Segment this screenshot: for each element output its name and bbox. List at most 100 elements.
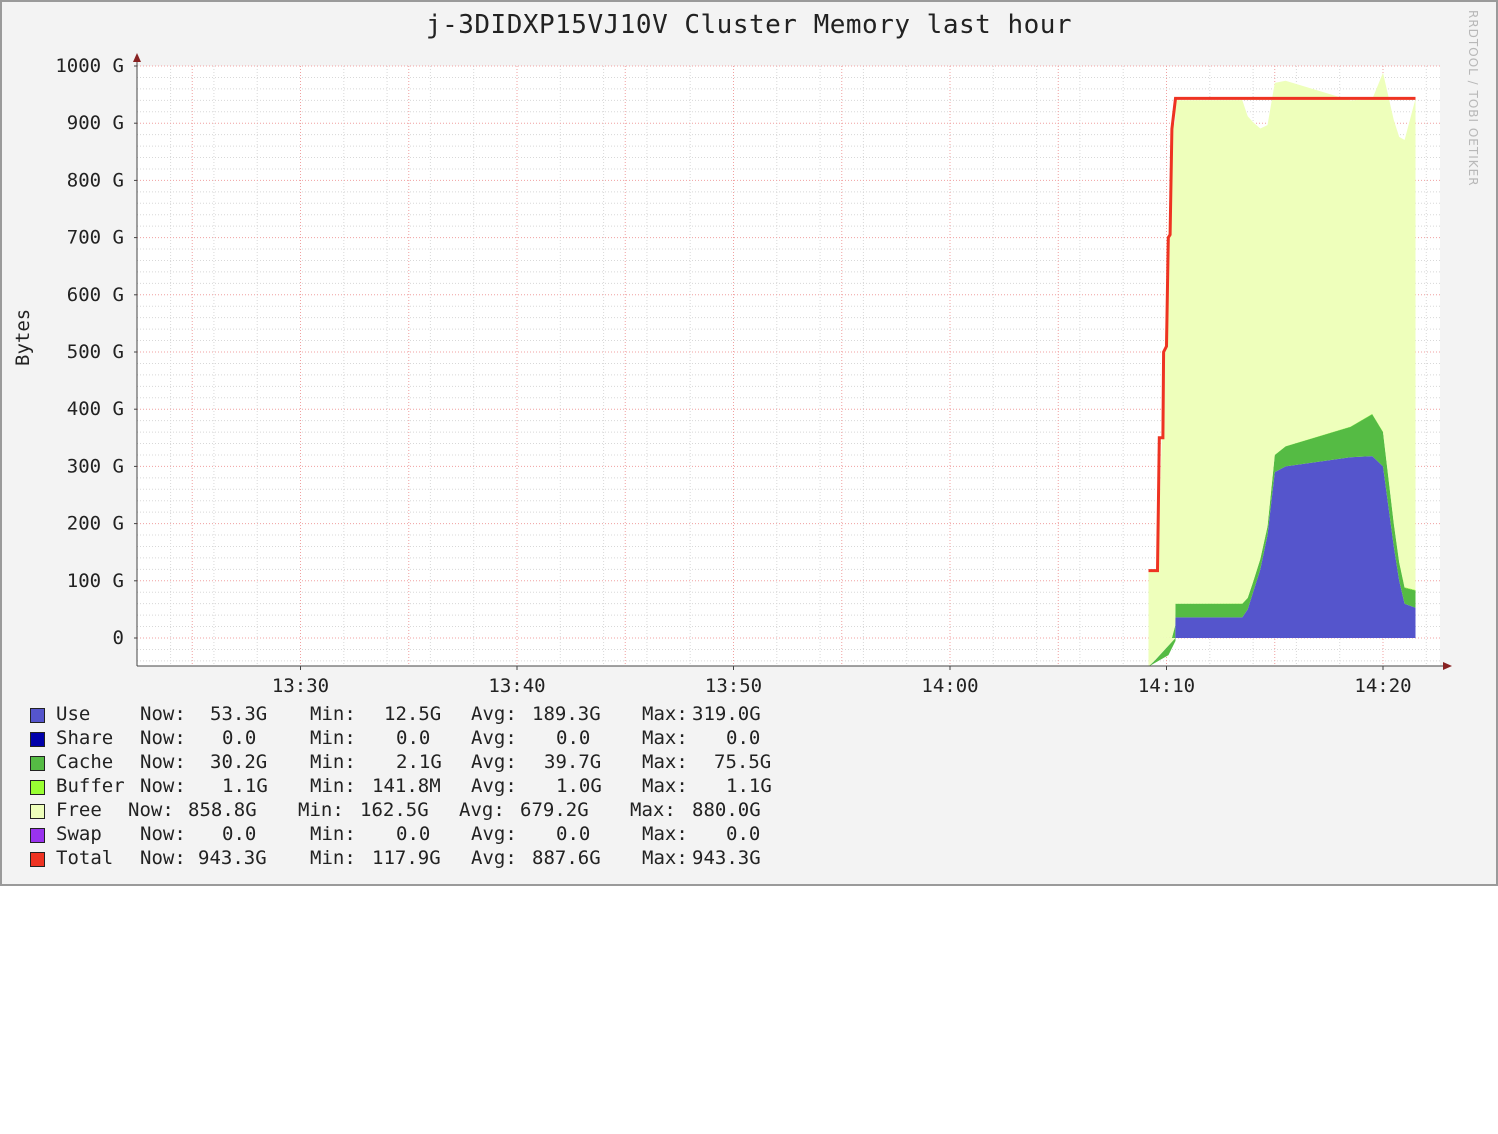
y-tick-label: 800 G: [67, 169, 124, 191]
legend-swatch-total: [30, 852, 45, 867]
area-cache: [1148, 414, 1416, 638]
legend-min-label: Min:: [310, 823, 356, 845]
x-tick-label: 13:40: [488, 675, 545, 697]
legend-row-share: Share Now: 0.0 Min: 0.0 Avg: 0.0 Max: 0.…: [28, 726, 760, 750]
legend-avg-value: 39.7G: [544, 751, 602, 773]
area-free: [1148, 72, 1416, 639]
legend-row-free: Free Now: 858.8G Min: 162.5G Avg: 679.2G…: [28, 798, 761, 822]
legend-max-label: Max:: [642, 823, 688, 845]
legend-now-label: Now:: [140, 823, 186, 845]
x-tick-label: 13:50: [705, 675, 762, 697]
x-tick-label: 14:00: [921, 675, 978, 697]
legend-avg-label: Avg:: [471, 775, 517, 797]
legend-now-value: 0.0: [222, 823, 257, 845]
y-tick-label: 1000 G: [55, 55, 124, 77]
legend-name: Swap: [56, 823, 102, 845]
legend-name: Share: [56, 727, 114, 749]
legend-min-value: 117.9G: [372, 847, 441, 869]
y-tick-label: 100 G: [67, 570, 124, 592]
legend-min-value: 0.0: [396, 823, 431, 845]
legend-max-label: Max:: [642, 751, 688, 773]
legend-swatch-share: [30, 732, 45, 747]
legend-max-label: Max:: [642, 727, 688, 749]
legend-max-value: 943.3G: [692, 847, 761, 869]
y-tick-label: 200 G: [67, 513, 124, 535]
area-free-dip: [1148, 638, 1176, 667]
legend: Use Now: 53.3G Min: 12.5G Avg: 189.3G Ma…: [28, 702, 772, 870]
legend-now-label: Now:: [140, 727, 186, 749]
legend-now-value: 30.2G: [210, 751, 268, 773]
legend-now-label: Now:: [128, 799, 174, 821]
legend-max-label: Max:: [642, 703, 688, 725]
legend-max-label: Max:: [642, 775, 688, 797]
legend-name: Cache: [56, 751, 114, 773]
legend-avg-label: Avg:: [471, 703, 517, 725]
legend-min-label: Min:: [298, 799, 344, 821]
legend-now-label: Now:: [140, 775, 186, 797]
legend-max-label: Max:: [642, 847, 688, 869]
legend-min-label: Min:: [310, 847, 356, 869]
y-axis-arrow: [133, 53, 141, 62]
legend-now-value: 943.3G: [198, 847, 267, 869]
legend-max-value: 75.5G: [714, 751, 772, 773]
legend-swatch-cache: [30, 756, 45, 771]
legend-min-label: Min:: [310, 727, 356, 749]
y-tick-label: 700 G: [67, 227, 124, 249]
legend-max-value: 319.0G: [692, 703, 761, 725]
legend-swatch-free: [30, 804, 45, 819]
legend-min-label: Min:: [310, 751, 356, 773]
legend-avg-value: 887.6G: [532, 847, 601, 869]
legend-swatch-buffer: [30, 780, 45, 795]
legend-min-value: 0.0: [396, 727, 431, 749]
legend-swatch-swap: [30, 828, 45, 843]
x-tick-label: 14:20: [1354, 675, 1411, 697]
legend-swatch-use: [30, 708, 45, 723]
legend-avg-value: 0.0: [556, 823, 591, 845]
legend-row-buffer: Buffer Now: 1.1G Min: 141.8M Avg: 1.0G M…: [28, 774, 772, 798]
y-tick-label: 500 G: [67, 341, 124, 363]
y-tick-label: 0: [113, 627, 124, 649]
chart-title: j-3DIDXP15VJ10V Cluster Memory last hour: [425, 10, 1073, 40]
legend-avg-value: 1.0G: [556, 775, 602, 797]
line-total: [1148, 96, 1416, 573]
x-axis-arrow: [1443, 662, 1452, 670]
legend-max-value: 0.0: [726, 823, 761, 845]
y-tick-label: 900 G: [67, 112, 124, 134]
legend-min-value: 141.8M: [372, 775, 441, 797]
y-tick-label: 600 G: [67, 284, 124, 306]
legend-min-label: Min:: [310, 703, 356, 725]
legend-max-value: 880.0G: [692, 799, 761, 821]
legend-avg-label: Avg:: [471, 847, 517, 869]
legend-name: Use: [56, 703, 91, 725]
legend-row-use: Use Now: 53.3G Min: 12.5G Avg: 189.3G Ma…: [28, 702, 761, 726]
legend-name: Total: [56, 847, 114, 869]
legend-avg-value: 679.2G: [520, 799, 589, 821]
legend-avg-label: Avg:: [471, 727, 517, 749]
legend-avg-value: 0.0: [556, 727, 591, 749]
legend-avg-label: Avg:: [471, 751, 517, 773]
rrdtool-watermark: RRDTOOL / TOBI OETIKER: [1466, 10, 1480, 187]
legend-now-label: Now:: [140, 847, 186, 869]
legend-row-total: Total Now: 943.3G Min: 117.9G Avg: 887.6…: [28, 846, 761, 870]
legend-now-label: Now:: [140, 751, 186, 773]
legend-max-value: 1.1G: [726, 775, 772, 797]
legend-max-value: 0.0: [726, 727, 761, 749]
x-tick-label: 13:30: [272, 675, 329, 697]
memory-chart: 1000 G 900 G 800 G 700 G 600 G 500 G 400 G 300 …: [55, 53, 1452, 697]
legend-avg-value: 189.3G: [532, 703, 601, 725]
x-tick-label: 14:10: [1138, 675, 1195, 697]
legend-min-value: 12.5G: [384, 703, 442, 725]
legend-now-value: 0.0: [222, 727, 257, 749]
legend-min-value: 162.5G: [360, 799, 429, 821]
legend-max-label: Max:: [630, 799, 676, 821]
legend-now-value: 53.3G: [210, 703, 268, 725]
legend-row-swap: Swap Now: 0.0 Min: 0.0 Avg: 0.0 Max: 0.0: [28, 822, 760, 846]
legend-name: Free: [56, 799, 102, 821]
legend-avg-label: Avg:: [459, 799, 505, 821]
legend-name: Buffer: [56, 775, 125, 797]
legend-min-label: Min:: [310, 775, 356, 797]
area-use: [1148, 456, 1416, 638]
legend-now-label: Now:: [140, 703, 186, 725]
legend-now-value: 1.1G: [222, 775, 268, 797]
legend-avg-label: Avg:: [471, 823, 517, 845]
